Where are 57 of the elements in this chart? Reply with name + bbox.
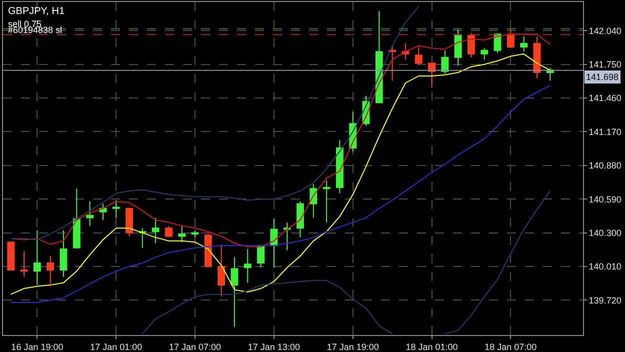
y-tick-label: 141.750 <box>588 60 622 70</box>
candlestick <box>33 230 41 286</box>
candlestick <box>178 225 186 243</box>
candlestick <box>7 242 15 270</box>
candlestick <box>467 32 475 58</box>
candlestick <box>60 230 68 278</box>
line-series <box>10 53 551 295</box>
candlestick <box>204 233 212 268</box>
candlestick <box>506 28 514 49</box>
x-tick-label: 17 Jan 07:00 <box>168 342 222 352</box>
candlestick <box>86 200 94 226</box>
candlestick <box>310 184 318 218</box>
y-tick-label: 140.880 <box>588 160 622 171</box>
candlestick <box>322 180 330 223</box>
candlestick <box>414 46 422 65</box>
candlestick <box>336 139 344 194</box>
candlestick <box>454 29 462 66</box>
candlestick <box>480 48 488 60</box>
candlestick <box>270 218 278 268</box>
candlestick <box>46 256 54 284</box>
y-tick-label: 140.300 <box>588 228 622 238</box>
candlestick <box>218 244 226 298</box>
y-tick-label: 141.170 <box>588 126 622 137</box>
x-tick-label: 17 Jan 13:00 <box>248 342 300 352</box>
candlestick <box>388 45 396 82</box>
candlestick <box>20 250 28 278</box>
candlestick <box>138 228 146 248</box>
candlestick <box>164 225 172 238</box>
candlestick <box>230 256 238 328</box>
line-series <box>10 84 551 303</box>
candlestick <box>99 203 107 221</box>
candlestick <box>112 200 120 218</box>
candlestick <box>520 36 528 52</box>
candlestick <box>283 222 291 251</box>
candlestick <box>428 62 436 88</box>
candlestick <box>152 217 160 244</box>
candlestick <box>72 188 80 248</box>
x-tick-label: 16 Jan 19:00 <box>11 342 64 352</box>
candlestick <box>441 50 449 74</box>
x-tick-label: 18 Jan 01:00 <box>406 342 458 352</box>
y-tick-label: 140.590 <box>588 194 622 204</box>
ref-line-label: #60194838 sl <box>8 25 62 35</box>
x-tick-label: 17 Jan 19:00 <box>326 342 379 352</box>
candlestick <box>244 248 252 284</box>
x-tick-label: 17 Jan 01:00 <box>90 342 142 352</box>
chart-title: GBPJPY, H1 <box>8 6 65 17</box>
y-tick-label: 140.010 <box>588 262 622 272</box>
y-tick-label: 142.040 <box>588 26 622 36</box>
y-tick-label: 139.720 <box>588 295 622 306</box>
candlestick <box>257 245 264 268</box>
x-tick-label: 18 Jan 07:00 <box>484 342 537 352</box>
line-series <box>10 34 551 248</box>
candlestick <box>126 208 133 237</box>
ref-line-label: 141.698 <box>586 72 619 82</box>
y-tick-label: 141.460 <box>588 93 622 104</box>
line-series <box>10 6 420 240</box>
candlestick <box>296 200 304 238</box>
